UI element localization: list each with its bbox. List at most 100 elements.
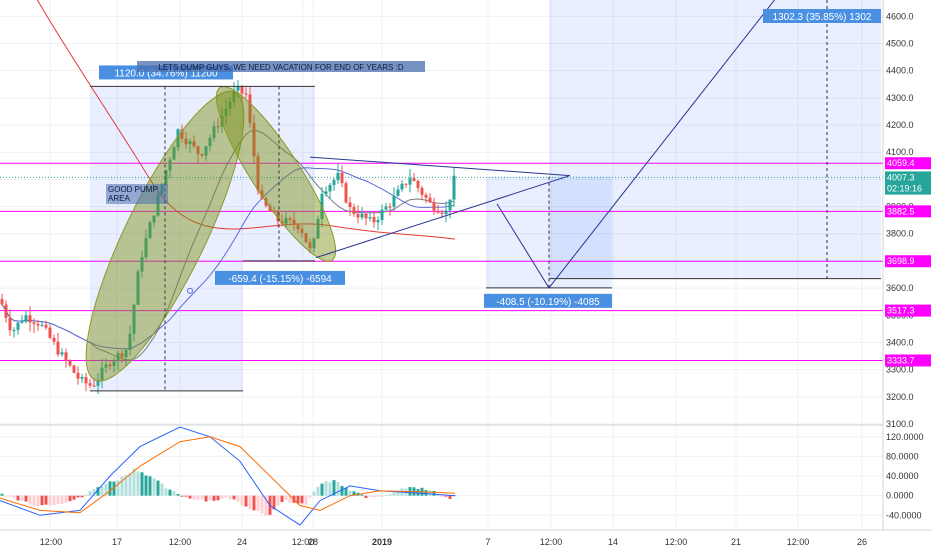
price-tag: 4007.3	[887, 172, 915, 182]
candle-body	[196, 146, 200, 155]
price-tick-label: 4100.0	[886, 147, 914, 157]
macd-histogram-bar	[328, 482, 332, 496]
candle-body	[124, 349, 128, 358]
macd-histogram-bar	[220, 495, 224, 499]
macd-histogram-bar	[88, 491, 92, 496]
candle-body	[452, 175, 456, 200]
macd-histogram-bar	[176, 494, 180, 496]
price-tag: 3517.3	[887, 306, 915, 316]
macd-histogram-bar	[160, 483, 164, 496]
candle-body	[328, 184, 332, 192]
macd-histogram-bar	[96, 487, 100, 496]
candle-body	[256, 156, 260, 191]
candle-body	[164, 170, 168, 184]
horizontal-levels	[0, 162, 883, 361]
macd-histogram-bar	[200, 495, 204, 500]
macd-histogram-bar	[388, 494, 392, 496]
price-tick-label: 3400.0	[886, 337, 914, 347]
projection-path	[496, 0, 776, 289]
time-tick-label: 12:00	[540, 537, 563, 547]
candle-body	[304, 233, 308, 243]
time-tick-label: 14	[608, 537, 618, 547]
macd-histogram-bar	[156, 480, 160, 496]
candle-body	[392, 195, 396, 207]
price-tag-bg	[885, 205, 931, 218]
candle-body	[172, 147, 176, 160]
macd-histogram-bar	[392, 492, 396, 496]
macd-histogram-bar	[228, 495, 232, 500]
macd-histogram-bar	[4, 495, 8, 497]
candle-body	[4, 304, 8, 318]
ma-blue-line	[1, 167, 455, 350]
candle-body	[100, 367, 104, 381]
macd-histogram-bar	[396, 490, 400, 496]
macd-histogram-bar	[256, 495, 260, 511]
macd-histogram-bar	[384, 494, 388, 496]
measure-label-3-bg	[484, 293, 612, 308]
candle-body	[104, 364, 108, 368]
candle-body	[412, 178, 416, 181]
macd-histogram-bar	[240, 495, 244, 506]
macd-histogram-bar	[316, 486, 320, 496]
candle-body	[44, 324, 48, 328]
candle-body	[272, 211, 276, 213]
macd-histogram-bar	[16, 495, 20, 501]
price-tick-label: 4400.0	[886, 66, 914, 76]
candle-body	[360, 213, 364, 218]
macd-histogram-bar	[36, 495, 40, 507]
candle-body	[348, 202, 352, 208]
time-tick-label: 12:00	[169, 537, 192, 547]
macd-histogram-bar	[184, 495, 188, 497]
candle-body	[288, 218, 292, 220]
candle-body	[152, 215, 156, 223]
candle-body	[116, 353, 120, 362]
indicator-tick-label: -40.0000	[886, 510, 922, 520]
macd-histogram-bar	[164, 488, 168, 496]
price-tag: 3333.7	[887, 355, 915, 365]
candle-body	[88, 383, 92, 386]
macd-histogram-bar	[424, 490, 428, 496]
macd-histogram-bar	[428, 490, 432, 496]
candle-body	[376, 220, 380, 223]
price-tick-label: 4600.0	[886, 11, 914, 21]
macd-histogram-bar	[324, 481, 328, 496]
candle-body	[12, 329, 16, 331]
price-tick-label: 3800.0	[886, 229, 914, 239]
macd-histogram-bar	[20, 495, 24, 501]
macd-histogram-bar	[264, 495, 268, 516]
time-tick-label: 2019	[372, 537, 392, 547]
candle-body	[8, 317, 12, 331]
note-bg	[137, 61, 425, 72]
candle-body	[416, 180, 420, 188]
candle-body	[356, 213, 360, 218]
candle-body	[248, 94, 252, 123]
time-tick-label: 24	[237, 537, 247, 547]
candle-body	[428, 197, 432, 203]
measure-shade-up-2	[549, 0, 881, 279]
macd-histogram-bar	[368, 495, 372, 497]
macd-histogram-bar	[196, 495, 200, 500]
candle-body	[388, 206, 392, 208]
macd-histogram-bar	[116, 480, 120, 496]
macd-histogram-bar	[308, 495, 312, 498]
candle-body	[96, 380, 100, 386]
candle-body	[240, 85, 244, 94]
candle-body	[48, 327, 52, 338]
candle-body	[200, 154, 204, 156]
price-tick-label: 4300.0	[886, 93, 914, 103]
macd-histogram-bar	[136, 471, 140, 496]
candle-body	[444, 210, 448, 214]
macd-histogram-bar	[144, 475, 148, 496]
measurement-shades	[90, 0, 881, 391]
pump-note-text: GOOD PUMP	[108, 185, 158, 194]
candle-body	[36, 323, 40, 326]
measure-label-1: 1120.0 (34.76%) 11200	[114, 68, 217, 79]
macd-histogram-bar	[416, 489, 420, 496]
macd-histogram-bar	[104, 483, 108, 496]
macd-histogram-bar	[312, 491, 316, 496]
indicator-tick-label: 40.0000	[886, 471, 919, 481]
candle-body	[40, 324, 44, 326]
dump-ellipse	[215, 86, 337, 262]
